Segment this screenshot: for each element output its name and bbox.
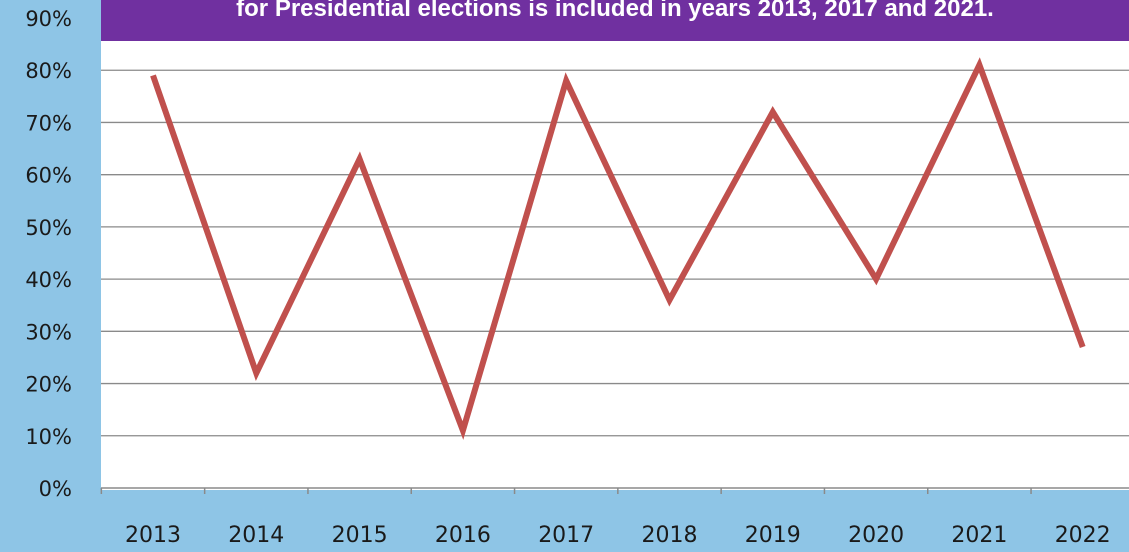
x-tick-label: 2017 — [538, 523, 594, 548]
plot-area — [101, 0, 1129, 490]
y-tick-label: 60% — [25, 164, 72, 188]
y-tick-label: 40% — [25, 268, 72, 292]
y-tick-label: 90% — [25, 7, 72, 31]
x-tick-label: 2022 — [1055, 523, 1111, 548]
x-tick-label: 2019 — [745, 523, 801, 548]
x-tick-label: 2020 — [848, 523, 904, 548]
x-tick-label: 2016 — [435, 523, 491, 548]
y-tick-label: 10% — [25, 425, 72, 449]
y-axis-tick-labels: 0% 10% 20% 30% 40% 50% 60% 70% 80% 90% — [25, 7, 72, 501]
annotation-box: for Presidential elections is included i… — [101, 0, 1129, 41]
annotation-background — [101, 0, 1129, 41]
y-tick-label: 70% — [25, 111, 72, 135]
y-tick-label: 0% — [39, 477, 72, 501]
x-axis — [100, 487, 1129, 494]
x-tick-label: 2018 — [642, 523, 698, 548]
annotation-text: for Presidential elections is included i… — [236, 0, 994, 22]
series-layer — [150, 57, 1086, 440]
series-line — [150, 57, 1086, 440]
x-axis-tick-labels: 2013 2014 2015 2016 2017 2018 2019 2020 2021 2022 — [125, 523, 1111, 548]
y-tick-label: 20% — [25, 373, 72, 397]
x-tick-label: 2014 — [228, 523, 284, 548]
y-tick-label: 80% — [25, 59, 72, 83]
x-tick-label: 2021 — [951, 523, 1007, 548]
y-tick-label: 30% — [25, 320, 72, 344]
x-tick-label: 2015 — [332, 523, 388, 548]
y-tick-label: 50% — [25, 216, 72, 240]
x-tick-label: 2013 — [125, 523, 181, 548]
